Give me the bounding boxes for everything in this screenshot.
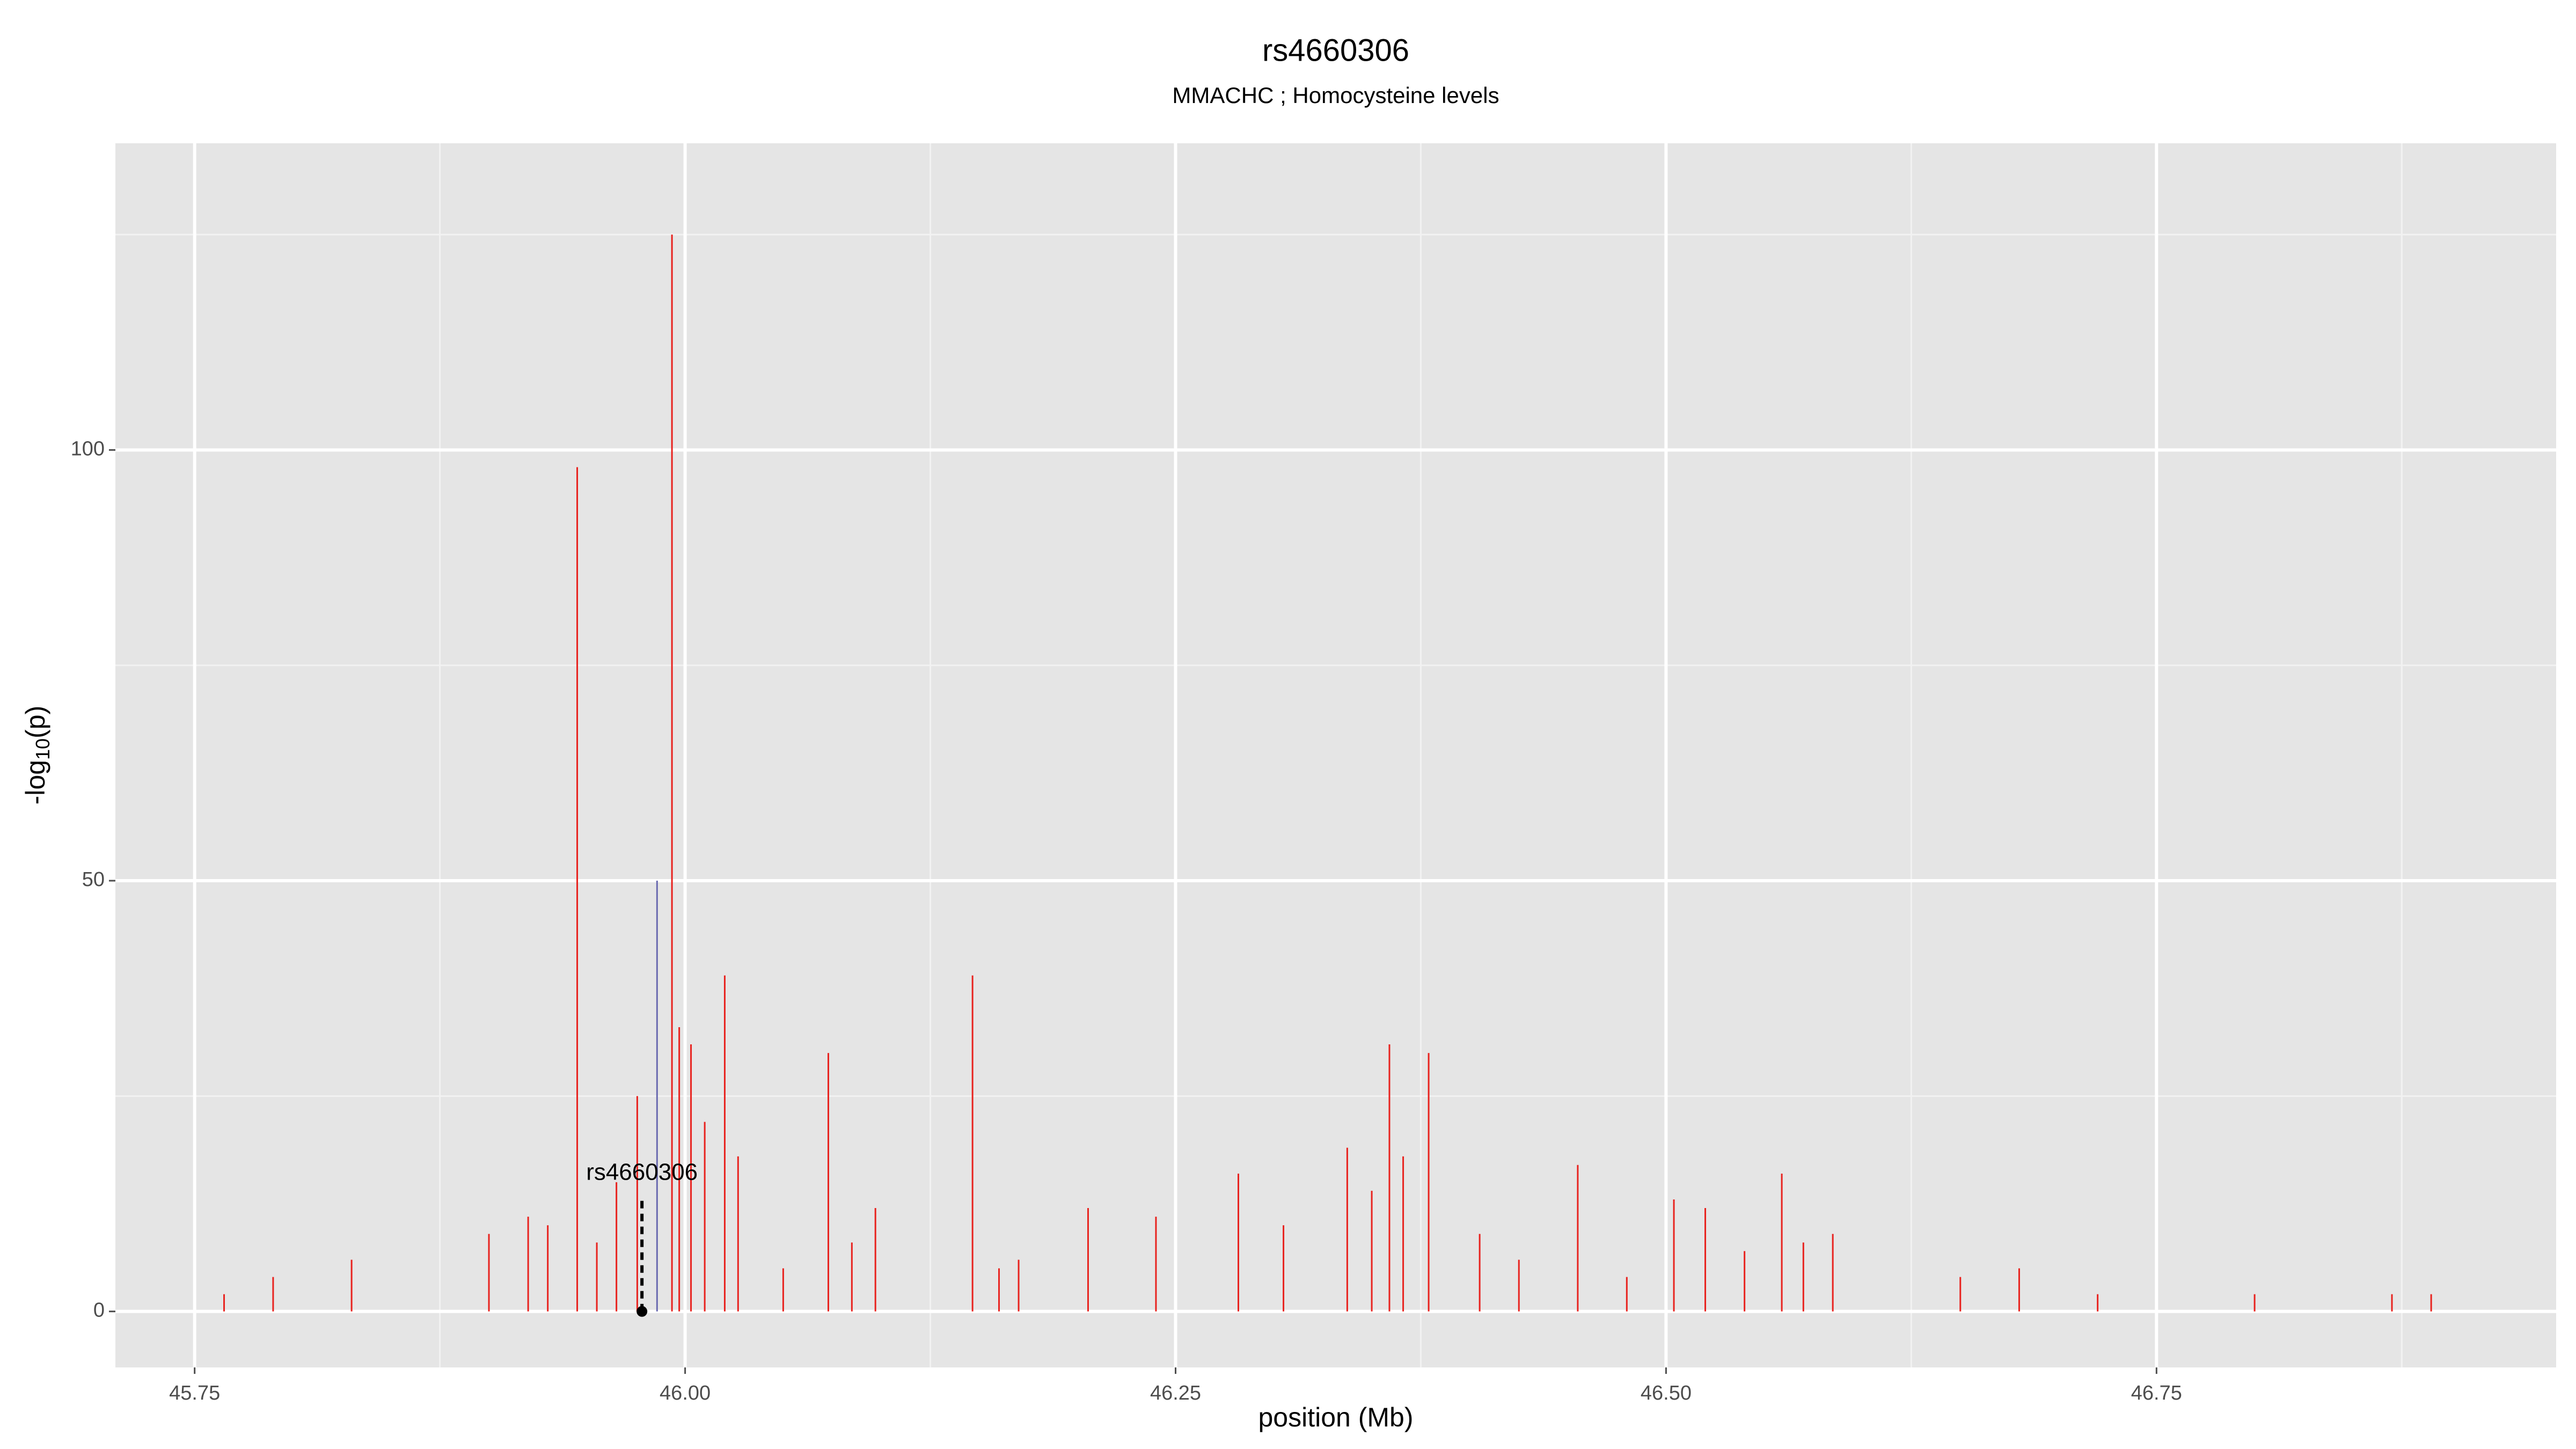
y-label-part: (p) [20,706,50,738]
x-tick-label: 46.00 [660,1382,711,1404]
x-axis-label: position (Mb) [1258,1402,1414,1432]
panel [115,143,2556,1367]
annotation-point [636,1306,648,1317]
y-label-sub: 10 [32,738,54,760]
y-label-part: -log [20,760,50,804]
x-tick-label: 45.75 [169,1382,220,1404]
chart-title: rs4660306 [1262,33,1409,68]
annotation-label: rs4660306 [586,1159,698,1185]
y-tick-label: 100 [71,437,105,460]
chart-subtitle: MMACHC ; Homocysteine levels [1172,83,1499,108]
y-tick-label: 0 [93,1299,105,1322]
x-tick-label: 46.75 [2131,1382,2182,1404]
x-tick-label: 46.50 [1641,1382,1692,1404]
y-axis-label: -log10(p) [20,706,53,805]
y-tick-label: 50 [82,868,105,891]
x-tick-label: 46.25 [1150,1382,1201,1404]
